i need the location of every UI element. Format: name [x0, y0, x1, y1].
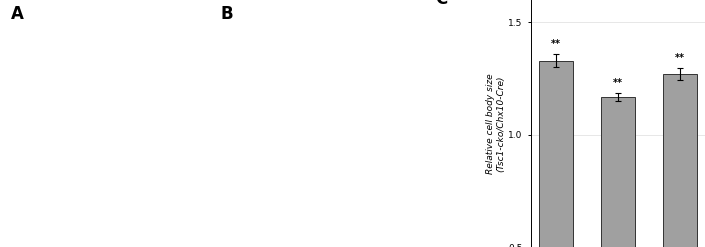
Text: C: C: [435, 0, 448, 8]
Bar: [601, 97, 635, 247]
Text: **: **: [613, 78, 623, 88]
Text: **: **: [675, 53, 685, 63]
Bar: [663, 74, 697, 247]
Bar: [539, 61, 573, 247]
Y-axis label: Relative cell body size
(Tsc1-cko/Chx10-Cre): Relative cell body size (Tsc1-cko/Chx10-…: [486, 73, 505, 174]
Text: **: **: [551, 39, 561, 49]
Text: A: A: [11, 5, 23, 23]
Text: B: B: [220, 5, 233, 23]
